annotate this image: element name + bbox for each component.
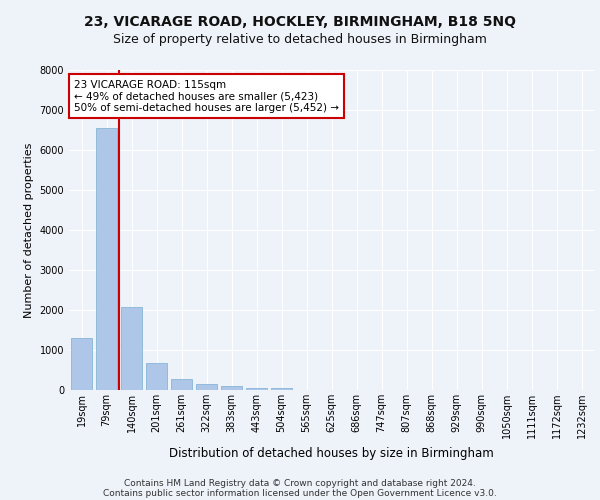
Bar [146, 363, 167, 390]
Text: Contains HM Land Registry data © Crown copyright and database right 2024.: Contains HM Land Registry data © Crown c… [124, 478, 476, 488]
Bar [96, 128, 117, 390]
Bar [221, 386, 242, 390]
Bar [171, 379, 192, 390]
Text: Size of property relative to detached houses in Birmingham: Size of property relative to detached ho… [113, 32, 487, 46]
Bar [196, 384, 217, 390]
Text: Contains public sector information licensed under the Open Government Licence v3: Contains public sector information licen… [103, 488, 497, 498]
Text: 23 VICARAGE ROAD: 115sqm
← 49% of detached houses are smaller (5,423)
50% of sem: 23 VICARAGE ROAD: 115sqm ← 49% of detach… [74, 80, 339, 113]
Text: 23, VICARAGE ROAD, HOCKLEY, BIRMINGHAM, B18 5NQ: 23, VICARAGE ROAD, HOCKLEY, BIRMINGHAM, … [84, 15, 516, 29]
Bar [71, 338, 92, 390]
Bar [121, 307, 142, 390]
Bar [246, 388, 267, 390]
Y-axis label: Number of detached properties: Number of detached properties [24, 142, 34, 318]
Bar [271, 388, 292, 390]
X-axis label: Distribution of detached houses by size in Birmingham: Distribution of detached houses by size … [169, 446, 494, 460]
